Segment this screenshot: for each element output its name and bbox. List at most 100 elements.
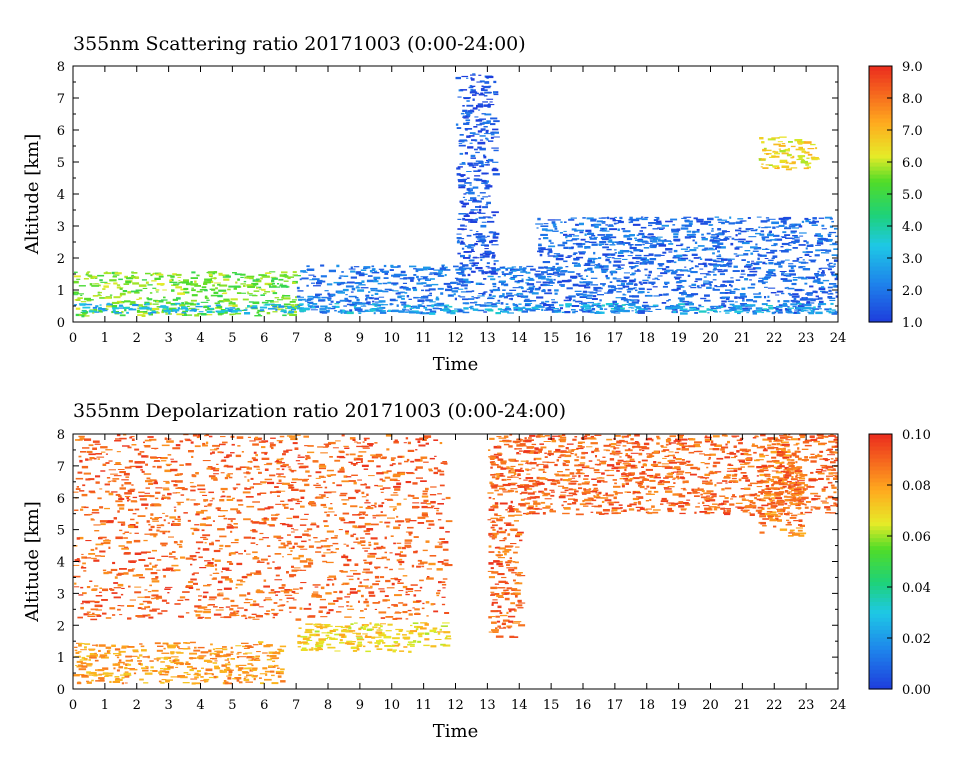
heatmap-cell [97,291,100,294]
heatmap-cell [374,484,378,487]
heatmap-cell [178,280,181,282]
heatmap-cell [326,548,331,551]
heatmap-cell [413,296,419,299]
heatmap-cell [477,141,486,145]
heatmap-cell [471,78,475,81]
heatmap-cell [321,476,326,478]
heatmap-cell [729,258,735,260]
heatmap-cell [324,511,328,514]
heatmap-cell [808,259,817,261]
heatmap-cell [580,277,584,280]
heatmap-cell [75,439,80,441]
heatmap-cell [85,540,92,542]
heatmap-cell [677,306,686,308]
heatmap-cell [815,311,823,315]
heatmap-cell [127,499,129,502]
heatmap-cell [475,160,483,162]
heatmap-cell [821,228,827,230]
heatmap-cell [834,285,838,287]
heatmap-cell [278,649,285,652]
heatmap-cell [537,250,540,253]
heatmap-cell [655,308,662,310]
heatmap-cell [717,232,724,236]
heatmap-cell [204,289,208,292]
heatmap-cell [73,280,79,284]
colorbar-segment [869,122,892,127]
heatmap-cell [282,556,284,558]
heatmap-cell [611,257,615,259]
heatmap-cell [192,559,196,561]
heatmap-cell [345,558,348,560]
heatmap-cell [160,299,168,301]
heatmap-cell [185,557,194,560]
heatmap-cell [712,287,715,290]
heatmap-cell [766,270,774,273]
heatmap-cell [319,308,327,310]
heatmap-cell [339,299,347,302]
heatmap-cell [117,504,125,507]
heatmap-cell [258,641,264,644]
heatmap-cell [442,548,449,551]
heatmap-cell [308,545,314,548]
heatmap-cell [275,670,284,673]
heatmap-cell [785,168,792,171]
heatmap-cell [208,649,212,653]
heatmap-cell [212,572,220,574]
heatmap-cell [245,307,248,309]
heatmap-cell [356,458,363,461]
heatmap-cell [144,492,150,494]
heatmap-cell [435,272,442,276]
heatmap-cell [630,220,634,223]
heatmap-cell [714,247,717,250]
heatmap-cell [827,293,834,295]
heatmap-cell [485,304,489,307]
heatmap-cell [422,438,427,441]
heatmap-cell [395,292,401,295]
heatmap-cell [788,244,792,246]
heatmap-cell [794,237,800,239]
heatmap-cell [359,581,362,584]
heatmap-cell [812,280,821,283]
heatmap-cell [262,652,268,654]
heatmap-cell [326,583,330,587]
heatmap-cell [156,595,162,598]
heatmap-cell [747,274,756,277]
heatmap-cell [694,309,699,311]
heatmap-cell [315,471,322,474]
heatmap-cell [394,612,401,614]
heatmap-cell [829,307,832,311]
heatmap-cell [164,438,172,440]
heatmap-cell [570,275,578,279]
heatmap-cell [213,469,219,472]
heatmap-cell [352,439,356,441]
heatmap-cell [108,546,111,549]
heatmap-cell [138,559,146,561]
heatmap-cell [83,570,87,572]
heatmap-cell [703,282,711,284]
heatmap-cell [224,659,229,661]
heatmap-cell [380,576,385,579]
heatmap-cell [139,654,143,657]
heatmap-cell [384,498,393,500]
heatmap-cell [230,301,233,303]
heatmap-cell [179,616,184,618]
heatmap-cell [167,492,172,496]
heatmap-cell [105,449,113,451]
heatmap-cell [658,293,663,296]
heatmap-cell [467,146,474,149]
heatmap-cell [255,590,264,593]
heatmap-cell [164,309,172,313]
heatmap-cell [361,491,365,495]
heatmap-cell [730,277,734,279]
heatmap-cell [291,481,297,483]
heatmap-cell [151,280,157,282]
heatmap-cell [340,570,348,573]
heatmap-cell [166,440,174,443]
heatmap-cell [405,472,414,474]
heatmap-cell [185,612,190,614]
heatmap-cell [145,463,148,466]
heatmap-cell [621,280,627,283]
heatmap-cell [252,305,258,307]
heatmap-cell [491,256,496,259]
heatmap-cell [517,309,523,312]
